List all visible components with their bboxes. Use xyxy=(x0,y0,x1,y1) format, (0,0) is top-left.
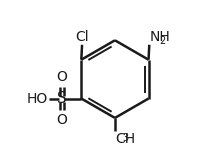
Text: O: O xyxy=(56,112,67,127)
Text: CH: CH xyxy=(115,132,135,146)
Text: 2: 2 xyxy=(159,36,166,46)
Text: HO: HO xyxy=(27,92,48,106)
Text: NH: NH xyxy=(149,30,170,44)
Text: S: S xyxy=(57,91,67,106)
Text: O: O xyxy=(56,70,67,84)
Text: 3: 3 xyxy=(123,133,129,143)
Text: Cl: Cl xyxy=(75,30,89,44)
